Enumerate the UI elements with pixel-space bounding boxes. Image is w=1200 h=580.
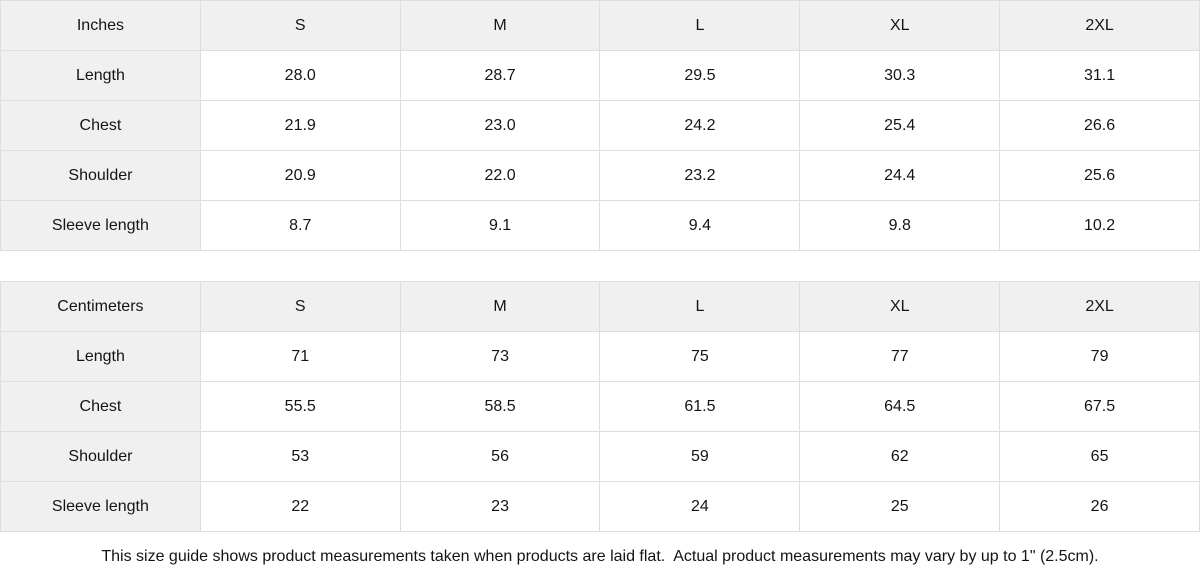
size-column-m: M	[399, 0, 601, 51]
measurement-value: 61.5	[599, 381, 801, 432]
measurement-value: 29.5	[599, 50, 801, 101]
measurement-value: 20.9	[199, 150, 401, 201]
measurement-value: 56	[399, 431, 601, 482]
table-row: Shoulder 20.9 22.0 23.2 24.4 25.6	[0, 150, 1200, 201]
size-guide-note: This size guide shows product measuremen…	[0, 532, 1200, 580]
measurement-value: 58.5	[399, 381, 601, 432]
measurement-label: Sleeve length	[0, 481, 201, 532]
size-column-l: L	[599, 0, 801, 51]
measurement-label: Sleeve length	[0, 200, 201, 251]
measurement-label: Shoulder	[0, 431, 201, 482]
measurement-value: 71	[199, 331, 401, 382]
table-header-row: Inches S M L XL 2XL	[0, 0, 1200, 51]
measurement-value: 53	[199, 431, 401, 482]
measurement-value: 59	[599, 431, 801, 482]
measurement-value: 55.5	[199, 381, 401, 432]
measurement-value: 73	[399, 331, 601, 382]
measurement-label: Shoulder	[0, 150, 201, 201]
measurement-value: 24.2	[599, 100, 801, 151]
size-column-s: S	[199, 0, 401, 51]
measurement-label: Length	[0, 50, 201, 101]
size-column-2xl: 2XL	[999, 0, 1200, 51]
size-column-s: S	[199, 281, 401, 332]
size-column-m: M	[399, 281, 601, 332]
table-header-row: Centimeters S M L XL 2XL	[0, 281, 1200, 332]
measurement-value: 79	[999, 331, 1200, 382]
measurement-value: 9.1	[399, 200, 601, 251]
unit-label-inches: Inches	[0, 0, 201, 51]
measurement-value: 9.4	[599, 200, 801, 251]
measurement-value: 8.7	[199, 200, 401, 251]
measurement-value: 28.0	[199, 50, 401, 101]
measurement-value: 24	[599, 481, 801, 532]
size-column-xl: XL	[799, 281, 1001, 332]
measurement-value: 67.5	[999, 381, 1200, 432]
centimeters-size-table: Centimeters S M L XL 2XL Length 71 73 75…	[0, 281, 1200, 532]
measurement-value: 24.4	[799, 150, 1001, 201]
size-column-2xl: 2XL	[999, 281, 1200, 332]
table-gap	[0, 251, 1200, 281]
size-column-l: L	[599, 281, 801, 332]
unit-label-centimeters: Centimeters	[0, 281, 201, 332]
measurement-value: 26	[999, 481, 1200, 532]
measurement-value: 62	[799, 431, 1001, 482]
size-column-xl: XL	[799, 0, 1001, 51]
table-row: Chest 21.9 23.0 24.2 25.4 26.6	[0, 100, 1200, 151]
measurement-value: 10.2	[999, 200, 1200, 251]
measurement-value: 22.0	[399, 150, 601, 201]
measurement-label: Chest	[0, 100, 201, 151]
measurement-value: 23.2	[599, 150, 801, 201]
table-row: Shoulder 53 56 59 62 65	[0, 431, 1200, 482]
table-row: Chest 55.5 58.5 61.5 64.5 67.5	[0, 381, 1200, 432]
table-row: Length 28.0 28.7 29.5 30.3 31.1	[0, 50, 1200, 101]
measurement-value: 31.1	[999, 50, 1200, 101]
measurement-value: 30.3	[799, 50, 1001, 101]
measurement-value: 77	[799, 331, 1001, 382]
measurement-value: 25.6	[999, 150, 1200, 201]
table-row: Sleeve length 22 23 24 25 26	[0, 481, 1200, 532]
measurement-value: 23.0	[399, 100, 601, 151]
measurement-value: 64.5	[799, 381, 1001, 432]
measurement-label: Length	[0, 331, 201, 382]
measurement-value: 23	[399, 481, 601, 532]
measurement-value: 28.7	[399, 50, 601, 101]
measurement-label: Chest	[0, 381, 201, 432]
table-row: Length 71 73 75 77 79	[0, 331, 1200, 382]
table-row: Sleeve length 8.7 9.1 9.4 9.8 10.2	[0, 200, 1200, 251]
measurement-value: 25	[799, 481, 1001, 532]
measurement-value: 26.6	[999, 100, 1200, 151]
measurement-value: 21.9	[199, 100, 401, 151]
measurement-value: 75	[599, 331, 801, 382]
inches-size-table: Inches S M L XL 2XL Length 28.0 28.7 29.…	[0, 0, 1200, 251]
measurement-value: 9.8	[799, 200, 1001, 251]
measurement-value: 22	[199, 481, 401, 532]
measurement-value: 25.4	[799, 100, 1001, 151]
measurement-value: 65	[999, 431, 1200, 482]
